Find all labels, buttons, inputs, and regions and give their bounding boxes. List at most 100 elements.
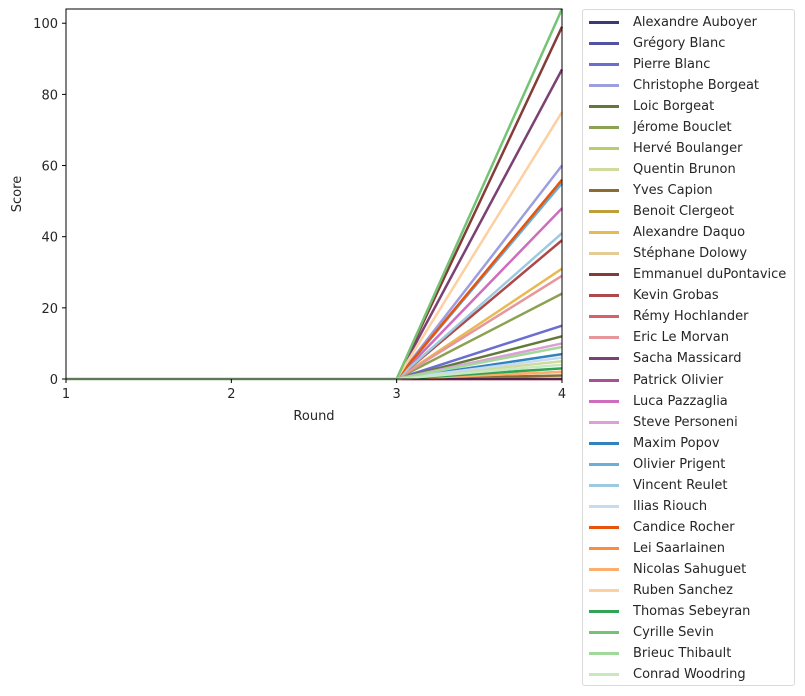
legend-item: Luca Pazzaglia [583, 391, 728, 412]
x-tick-label: 3 [393, 387, 401, 402]
legend-swatch [589, 84, 619, 88]
legend-item: Sacha Massicard [583, 348, 742, 369]
legend-item: Nicolas Sahuguet [583, 559, 746, 580]
legend-label: Benoit Clergeot [633, 204, 735, 220]
legend-item: Stéphane Dolowy [583, 243, 747, 264]
y-tick-label: 80 [41, 88, 58, 103]
legend-label: Christophe Borgeat [633, 78, 760, 94]
legend-label: Luca Pazzaglia [633, 393, 728, 409]
legend-swatch [589, 609, 619, 613]
legend-label: Steve Personeni [633, 414, 738, 430]
legend-swatch [589, 546, 619, 550]
legend-item: Hervé Boulanger [583, 138, 742, 159]
x-axis-ticks: 1 2 3 4 [62, 379, 566, 402]
legend-label: Hervé Boulanger [633, 141, 743, 157]
legend-swatch [589, 168, 619, 172]
legend-item: Conrad Woodring [583, 664, 746, 685]
legend-label: Ilias Riouch [633, 498, 708, 514]
legend-swatch [589, 567, 619, 571]
x-tick-label: 2 [227, 387, 235, 402]
legend-swatch [589, 462, 619, 466]
legend-label: Eric Le Morvan [633, 330, 730, 346]
x-tick-label: 4 [558, 387, 566, 402]
legend-item: Pierre Blanc [583, 54, 710, 75]
legend-swatch [589, 504, 619, 508]
legend-swatch [589, 42, 619, 46]
legend-label: Pierre Blanc [633, 57, 711, 73]
legend-swatch [589, 231, 619, 235]
legend-label: Rémy Hochlander [633, 309, 749, 325]
legend-swatch [589, 483, 619, 487]
legend-label: Patrick Olivier [633, 372, 724, 388]
legend-swatch [589, 252, 619, 256]
legend-item: Eric Le Morvan [583, 327, 729, 348]
legend-swatch [589, 525, 619, 529]
legend-swatch [589, 315, 619, 319]
legend-item: Candice Rocher [583, 517, 735, 538]
legend-label: Sacha Massicard [633, 351, 742, 367]
legend-swatch [589, 273, 619, 277]
legend-item: Steve Personeni [583, 412, 738, 433]
legend-label: Lei Saarlainen [633, 540, 725, 556]
legend-item: Alexandre Auboyer [583, 12, 757, 33]
legend-label: Yves Capion [633, 183, 713, 199]
series-lines [66, 8, 564, 381]
y-tick-label: 0 [50, 373, 58, 388]
legend-item: Olivier Prigent [583, 454, 725, 475]
legend-label: Grégory Blanc [633, 36, 726, 52]
legend-item: Quentin Brunon [583, 159, 736, 180]
legend-swatch [589, 189, 619, 193]
legend-swatch [589, 378, 619, 382]
legend-label: Loic Borgeat [633, 99, 715, 115]
legend-label: Ruben Sanchez [633, 582, 733, 598]
legend-item: Patrick Olivier [583, 370, 723, 391]
legend-label: Vincent Reulet [633, 477, 728, 493]
y-tick-label: 40 [41, 231, 58, 246]
legend-item: Maxim Popov [583, 433, 720, 454]
legend-swatch [589, 126, 619, 130]
legend-label: Thomas Sebeyran [633, 603, 751, 619]
legend-swatch [589, 630, 619, 634]
legend-swatch [589, 147, 619, 151]
legend-swatch [589, 441, 619, 445]
legend-label: Alexandre Auboyer [633, 15, 757, 30]
legend-item: Cyrille Sevin [583, 622, 714, 643]
series-line [66, 111, 564, 381]
legend-item: Jérome Bouclet [583, 117, 732, 138]
legend-label: Nicolas Sahuguet [633, 561, 747, 577]
legend-item: Benoit Clergeot [583, 201, 734, 222]
legend-swatch [589, 105, 619, 109]
legend-label: Stéphane Dolowy [633, 246, 748, 262]
legend-label: Cyrille Sevin [633, 624, 714, 640]
legend-swatch [589, 336, 619, 340]
legend-label: Kevin Grobas [633, 288, 719, 304]
legend-item: Alexandre Daquo [583, 222, 745, 243]
legend-label: Brieuc Thibault [633, 645, 732, 661]
legend-item: Lei Saarlainen [583, 538, 725, 559]
x-axis-label: Round [293, 409, 334, 424]
y-tick-label: 100 [33, 17, 58, 32]
legend-swatch [589, 21, 619, 24]
legend-item: Christophe Borgeat [583, 75, 759, 96]
legend-swatch [589, 210, 619, 214]
legend-item: Thomas Sebeyran [583, 601, 750, 622]
legend-swatch [589, 420, 619, 424]
legend-item: Ruben Sanchez [583, 580, 733, 601]
y-tick-label: 20 [41, 302, 58, 317]
legend-item: Emmanuel duPontavice [583, 264, 786, 285]
legend-label: Emmanuel duPontavice [633, 267, 787, 283]
legend-label: Quentin Brunon [633, 162, 736, 178]
legend-swatch [589, 294, 619, 298]
axes-frame [65, 8, 563, 380]
legend-item: Yves Capion [583, 180, 713, 201]
legend-swatch [589, 588, 619, 592]
legend-swatch [589, 651, 619, 655]
legend-item: Ilias Riouch [583, 496, 707, 517]
legend-swatch [589, 357, 619, 361]
legend-swatch [589, 672, 619, 676]
series-line [66, 26, 564, 381]
legend-item: Loic Borgeat [583, 96, 714, 117]
legend-item: Brieuc Thibault [583, 643, 731, 664]
series-line [66, 232, 563, 381]
